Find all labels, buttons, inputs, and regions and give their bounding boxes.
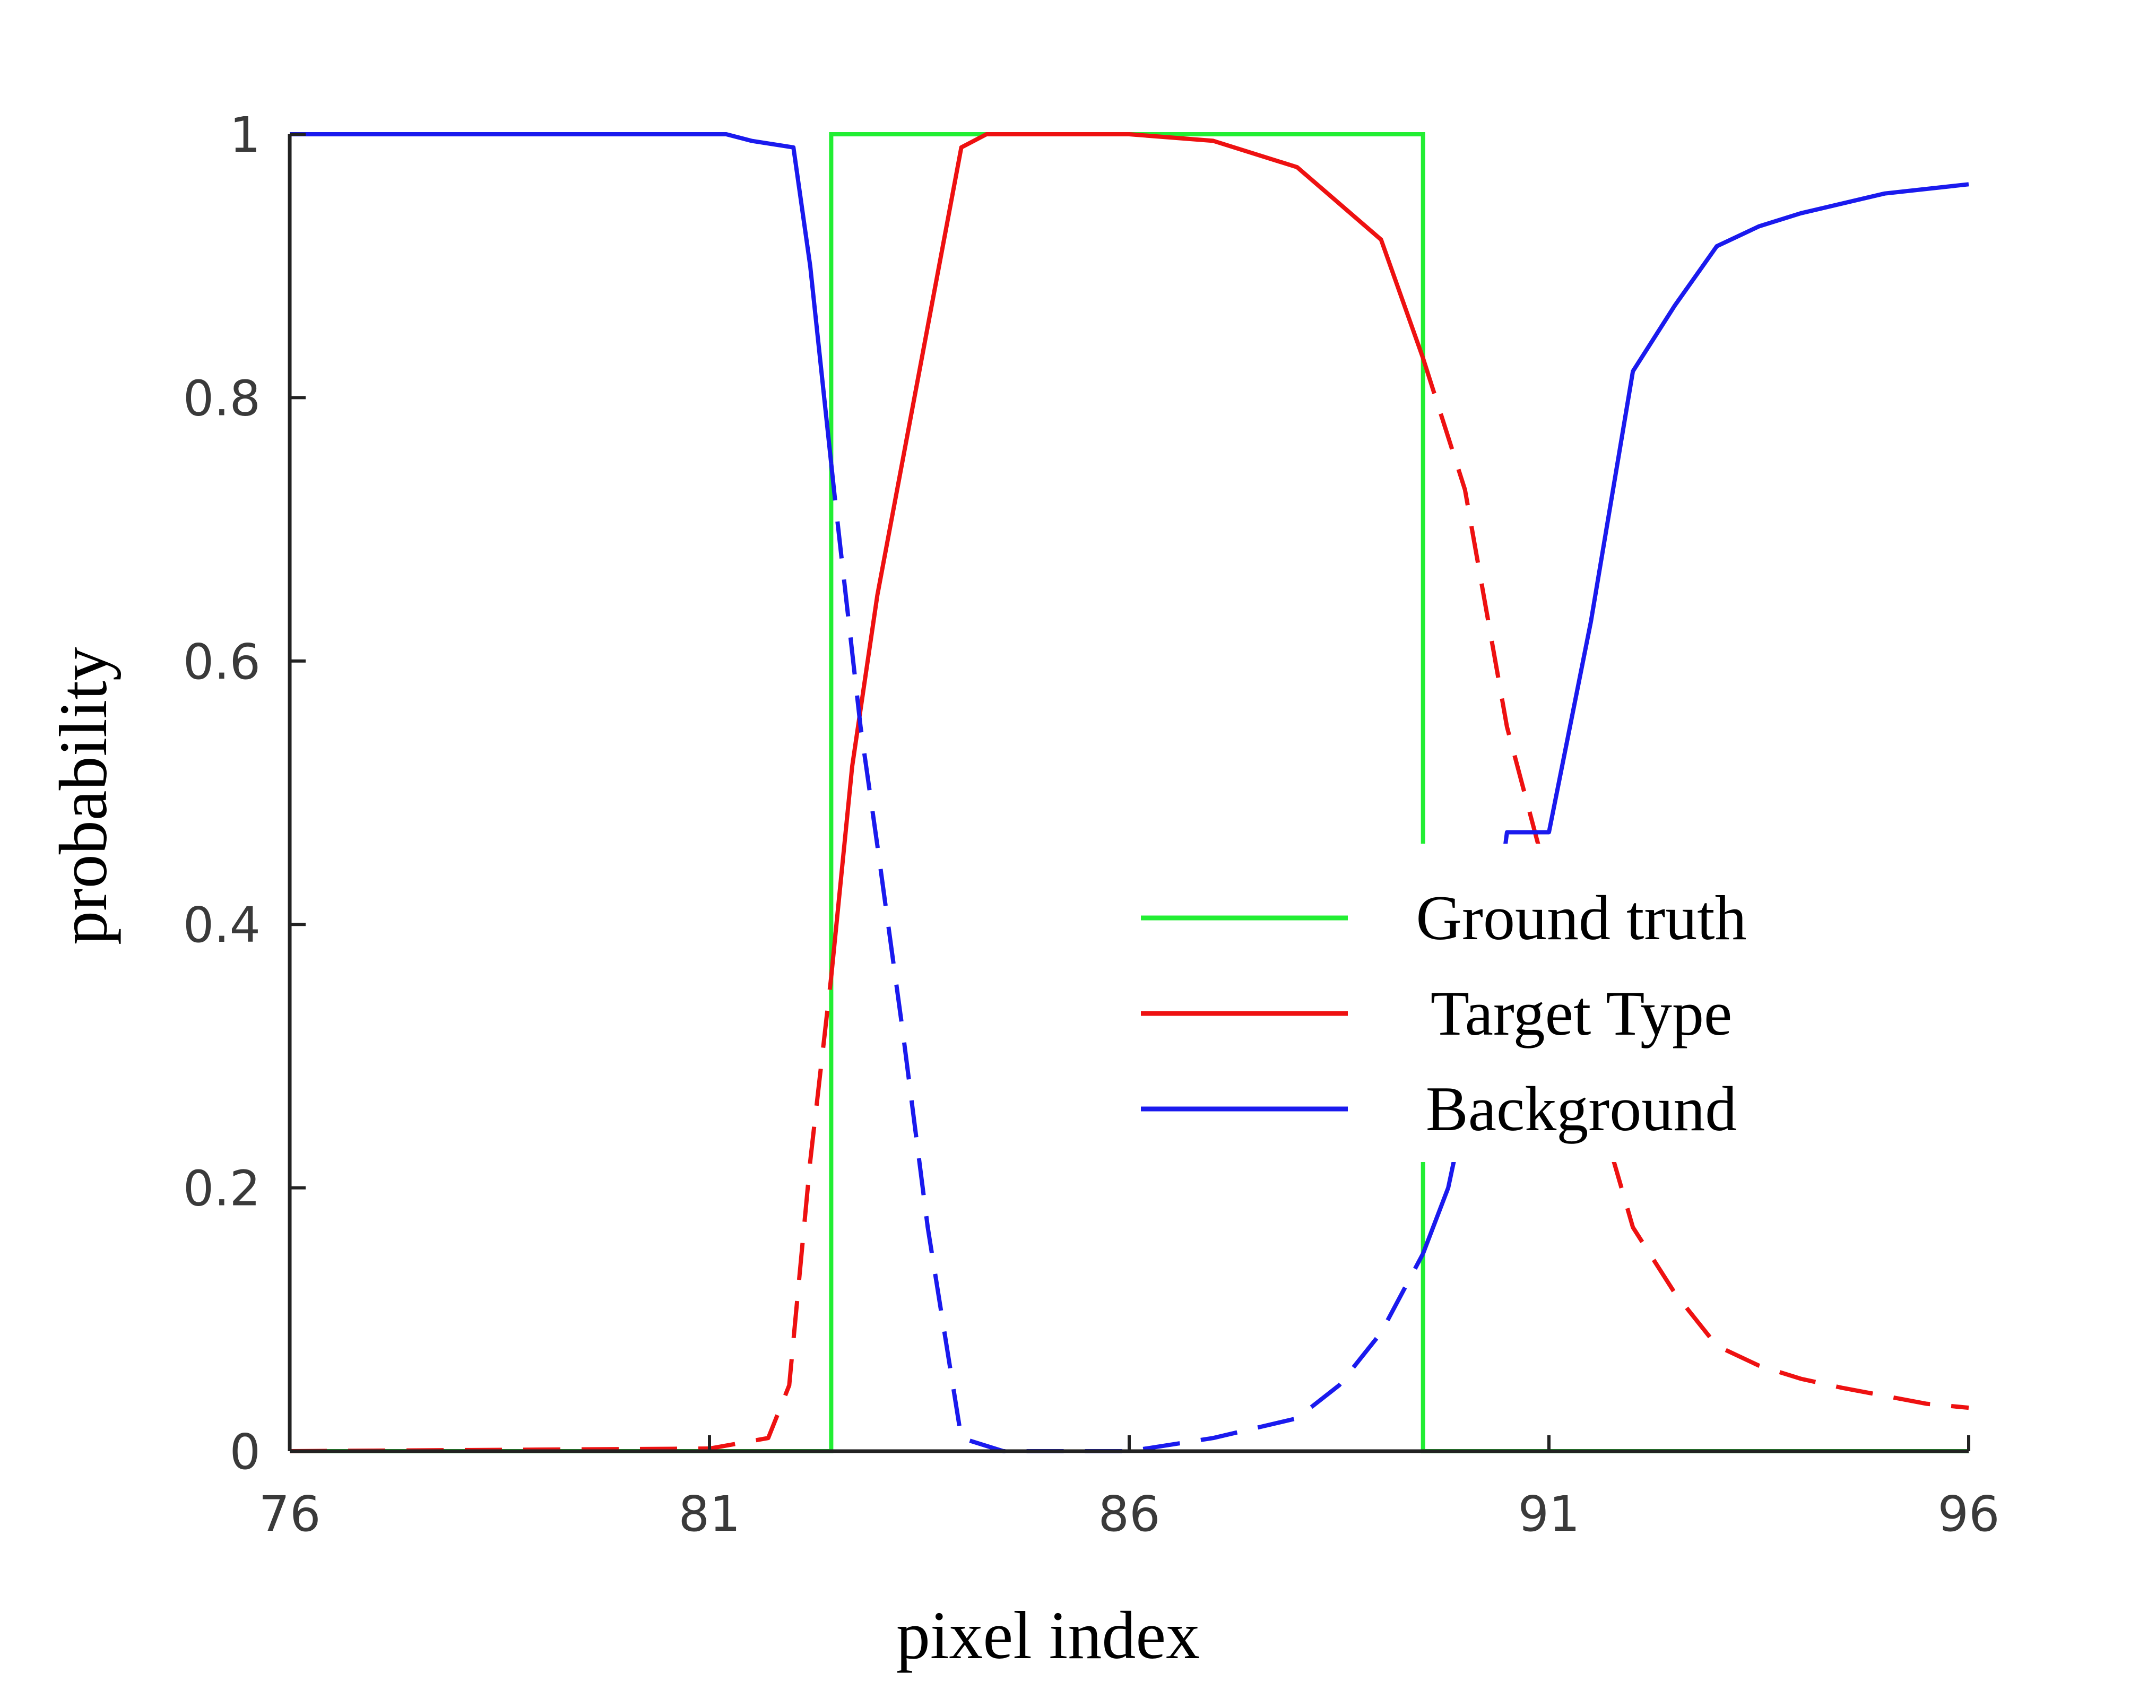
legend: Ground truth Target Type Background bbox=[1114, 844, 1857, 1162]
x-axis-title: pixel index bbox=[896, 1598, 1200, 1673]
x-tick-label: 91 bbox=[1518, 1486, 1580, 1542]
x-tick-label: 86 bbox=[1098, 1486, 1160, 1542]
legend-label-ground-truth: Ground truth bbox=[1416, 882, 1746, 953]
y-axis-title: probability bbox=[46, 647, 121, 945]
y-tick-label: 0.6 bbox=[183, 634, 261, 690]
x-tick-label: 96 bbox=[1937, 1486, 1999, 1542]
y-tick-label: 0.8 bbox=[183, 370, 261, 427]
legend-label-target-type: Target Type bbox=[1431, 978, 1733, 1048]
series-line-target-type-dashed-0 bbox=[289, 977, 834, 1453]
series-line-target-type-dashed-2 bbox=[1421, 357, 1969, 1410]
x-tick-label: 76 bbox=[258, 1486, 321, 1542]
series-line-background-solid-0 bbox=[290, 132, 834, 464]
series-line-target-type-solid-1 bbox=[829, 132, 1425, 977]
y-tick-label: 0 bbox=[229, 1424, 261, 1480]
legend-label-background: Background bbox=[1426, 1073, 1737, 1144]
tick-labels: 76 81 86 91 96 0 0.2 0.4 0.6 0.8 1 bbox=[183, 107, 2000, 1542]
ticks bbox=[288, 133, 1970, 1453]
x-tick-label: 81 bbox=[678, 1486, 740, 1542]
y-tick-label: 0.4 bbox=[183, 897, 261, 953]
y-tick-label: 1 bbox=[229, 107, 261, 163]
y-tick-label: 0.2 bbox=[183, 1160, 261, 1217]
